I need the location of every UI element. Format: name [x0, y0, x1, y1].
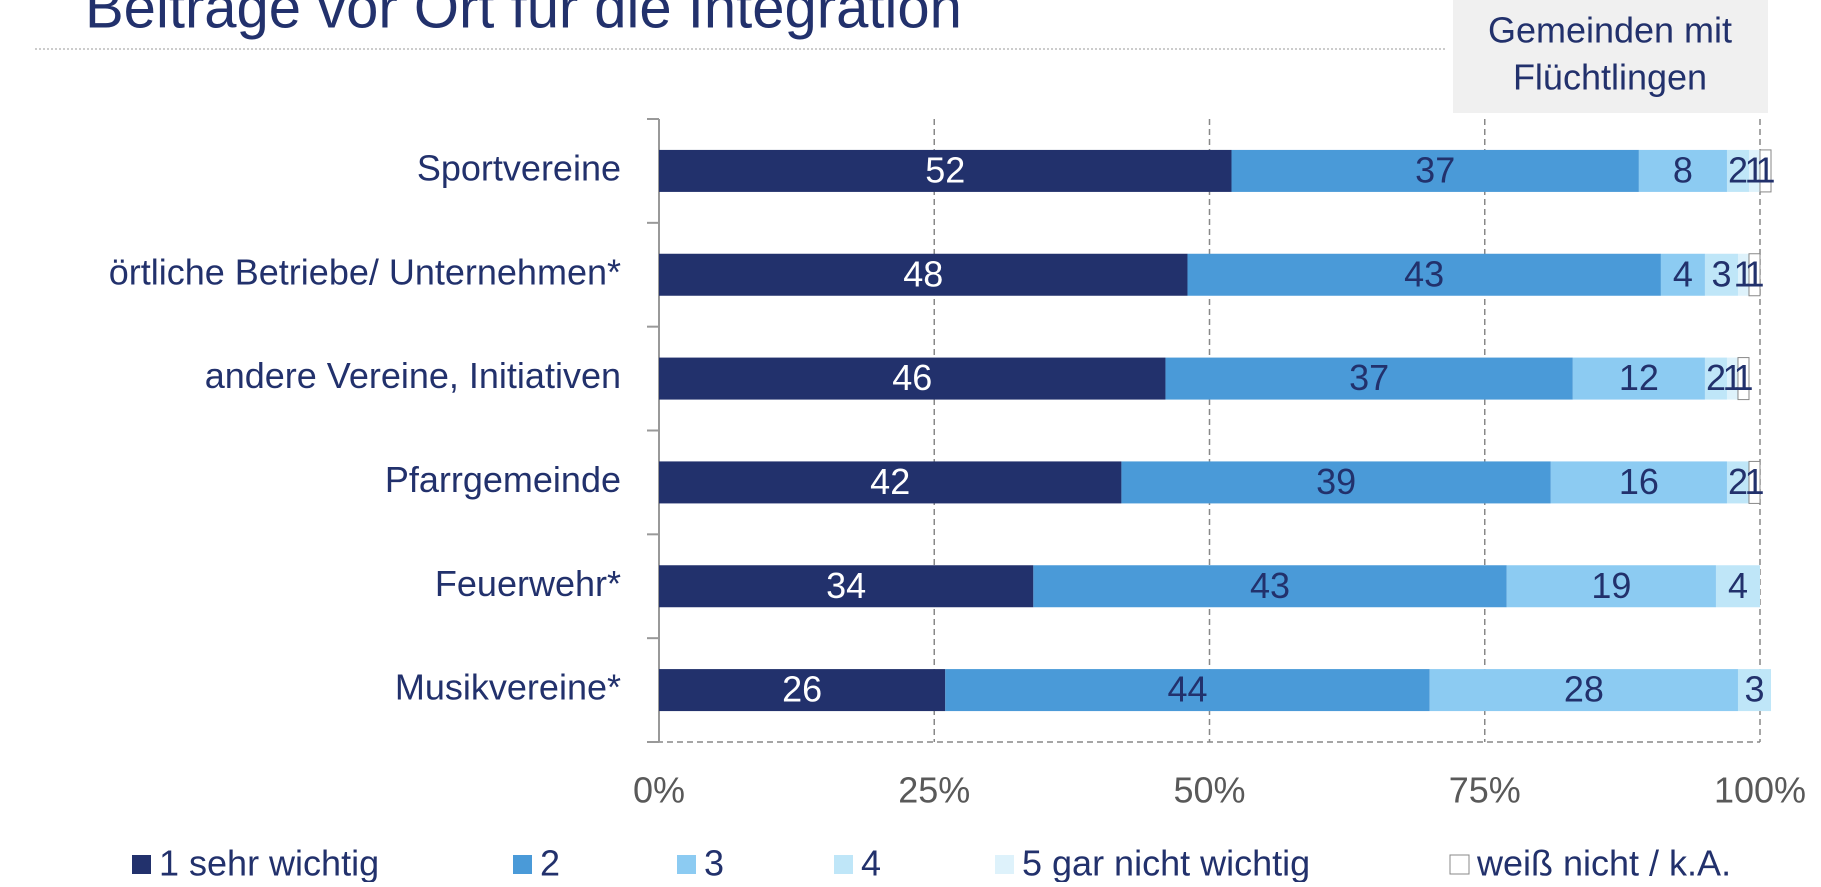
y-tick-label: Sportvereine [417, 147, 621, 188]
bar-segment [1506, 565, 1716, 608]
legend-swatch [834, 855, 853, 874]
y-tick-label: örtliche Betriebe/ Unternehmen* [109, 251, 621, 292]
data-label: 2 [1728, 461, 1748, 502]
bar-segment [1704, 253, 1738, 296]
data-label: 8 [1673, 149, 1693, 190]
legend-swatch [1449, 854, 1470, 875]
data-label: 4 [1728, 565, 1748, 606]
data-label: 26 [782, 669, 822, 710]
bar-segment [1429, 669, 1738, 712]
x-tick-label: 0% [633, 770, 685, 811]
chart-title: Beiträge vor Ort für die Integration [85, 0, 962, 40]
note: Gemeinden mit [1488, 10, 1732, 51]
x-tick-label: 50% [1173, 770, 1245, 811]
data-label: 1 [1744, 461, 1764, 502]
data-label: 16 [1619, 461, 1659, 502]
legend-swatch [132, 855, 151, 874]
bar-segment [1121, 461, 1551, 504]
bar-segment [1033, 565, 1507, 608]
note-box [1453, 0, 1768, 113]
legend-swatch [513, 855, 532, 874]
data-label: 42 [870, 461, 910, 502]
data-label: 44 [1167, 669, 1207, 710]
bar-segment [1715, 565, 1760, 608]
legend-swatch [677, 855, 696, 874]
legend-label: weiß nicht / k.A. [1476, 843, 1731, 882]
bar-segment [1726, 461, 1749, 504]
legend-label: 4 [861, 843, 881, 882]
data-label: 1 [1744, 253, 1764, 294]
bar-segment [659, 565, 1034, 608]
bar-segment [1737, 357, 1750, 401]
bar-segment [1726, 149, 1749, 192]
bar-segment [1737, 669, 1772, 712]
data-label: 1 [1755, 149, 1775, 190]
x-tick-label: 25% [898, 770, 970, 811]
y-tick-label: Musikvereine* [395, 667, 621, 708]
bar-segment [1748, 149, 1760, 192]
legend-swatch [995, 855, 1014, 874]
y-tick-label: andere Vereine, Initiativen [205, 355, 621, 396]
legend-label: 3 [704, 843, 724, 882]
data-label: 34 [826, 565, 866, 606]
data-label: 37 [1415, 149, 1455, 190]
bar-segment [659, 357, 1166, 400]
bar-segment [1572, 357, 1705, 400]
data-label: 19 [1591, 565, 1631, 606]
bar-segment [659, 669, 946, 712]
bar-segment [659, 149, 1232, 192]
bar-segment [1231, 149, 1639, 192]
data-label: 28 [1564, 669, 1604, 710]
x-tick-label: 100% [1714, 770, 1806, 811]
data-label: 39 [1316, 461, 1356, 502]
y-tick-label: Pfarrgemeinde [385, 459, 621, 500]
bar-segment [1660, 253, 1705, 296]
bar-segment [1638, 149, 1727, 192]
data-label: 46 [892, 357, 932, 398]
data-label: 1 [1733, 357, 1753, 398]
note: Flüchtlingen [1513, 57, 1707, 98]
data-label: 43 [1250, 565, 1290, 606]
bar-segment [1748, 253, 1761, 297]
bar-segment [945, 669, 1430, 712]
data-label: 3 [1744, 669, 1764, 710]
bar-segment [659, 461, 1122, 504]
data-label: 2 [1706, 357, 1726, 398]
bar-segment [1187, 253, 1661, 296]
y-tick-label: Feuerwehr* [435, 563, 621, 604]
bar-segment [1737, 253, 1749, 296]
bar-segment [1704, 357, 1727, 400]
bar-segment [659, 253, 1188, 296]
x-tick-label: 75% [1449, 770, 1521, 811]
data-label: 43 [1404, 253, 1444, 294]
bar-segment [1550, 461, 1727, 504]
data-label: 37 [1349, 357, 1389, 398]
legend-label: 1 sehr wichtig [159, 843, 379, 882]
legend-label: 5 gar nicht wichtig [1022, 843, 1310, 882]
bar-segment [1748, 460, 1761, 504]
data-label: 4 [1673, 253, 1693, 294]
data-label: 12 [1619, 357, 1659, 398]
data-label: 2 [1728, 149, 1748, 190]
data-label: 3 [1711, 253, 1731, 294]
bar-segment [1165, 357, 1573, 400]
data-label: 52 [925, 149, 965, 190]
bar-segment [1726, 357, 1738, 400]
legend-label: 2 [540, 843, 560, 882]
data-label: 48 [903, 253, 943, 294]
bar-segment [1759, 149, 1772, 193]
